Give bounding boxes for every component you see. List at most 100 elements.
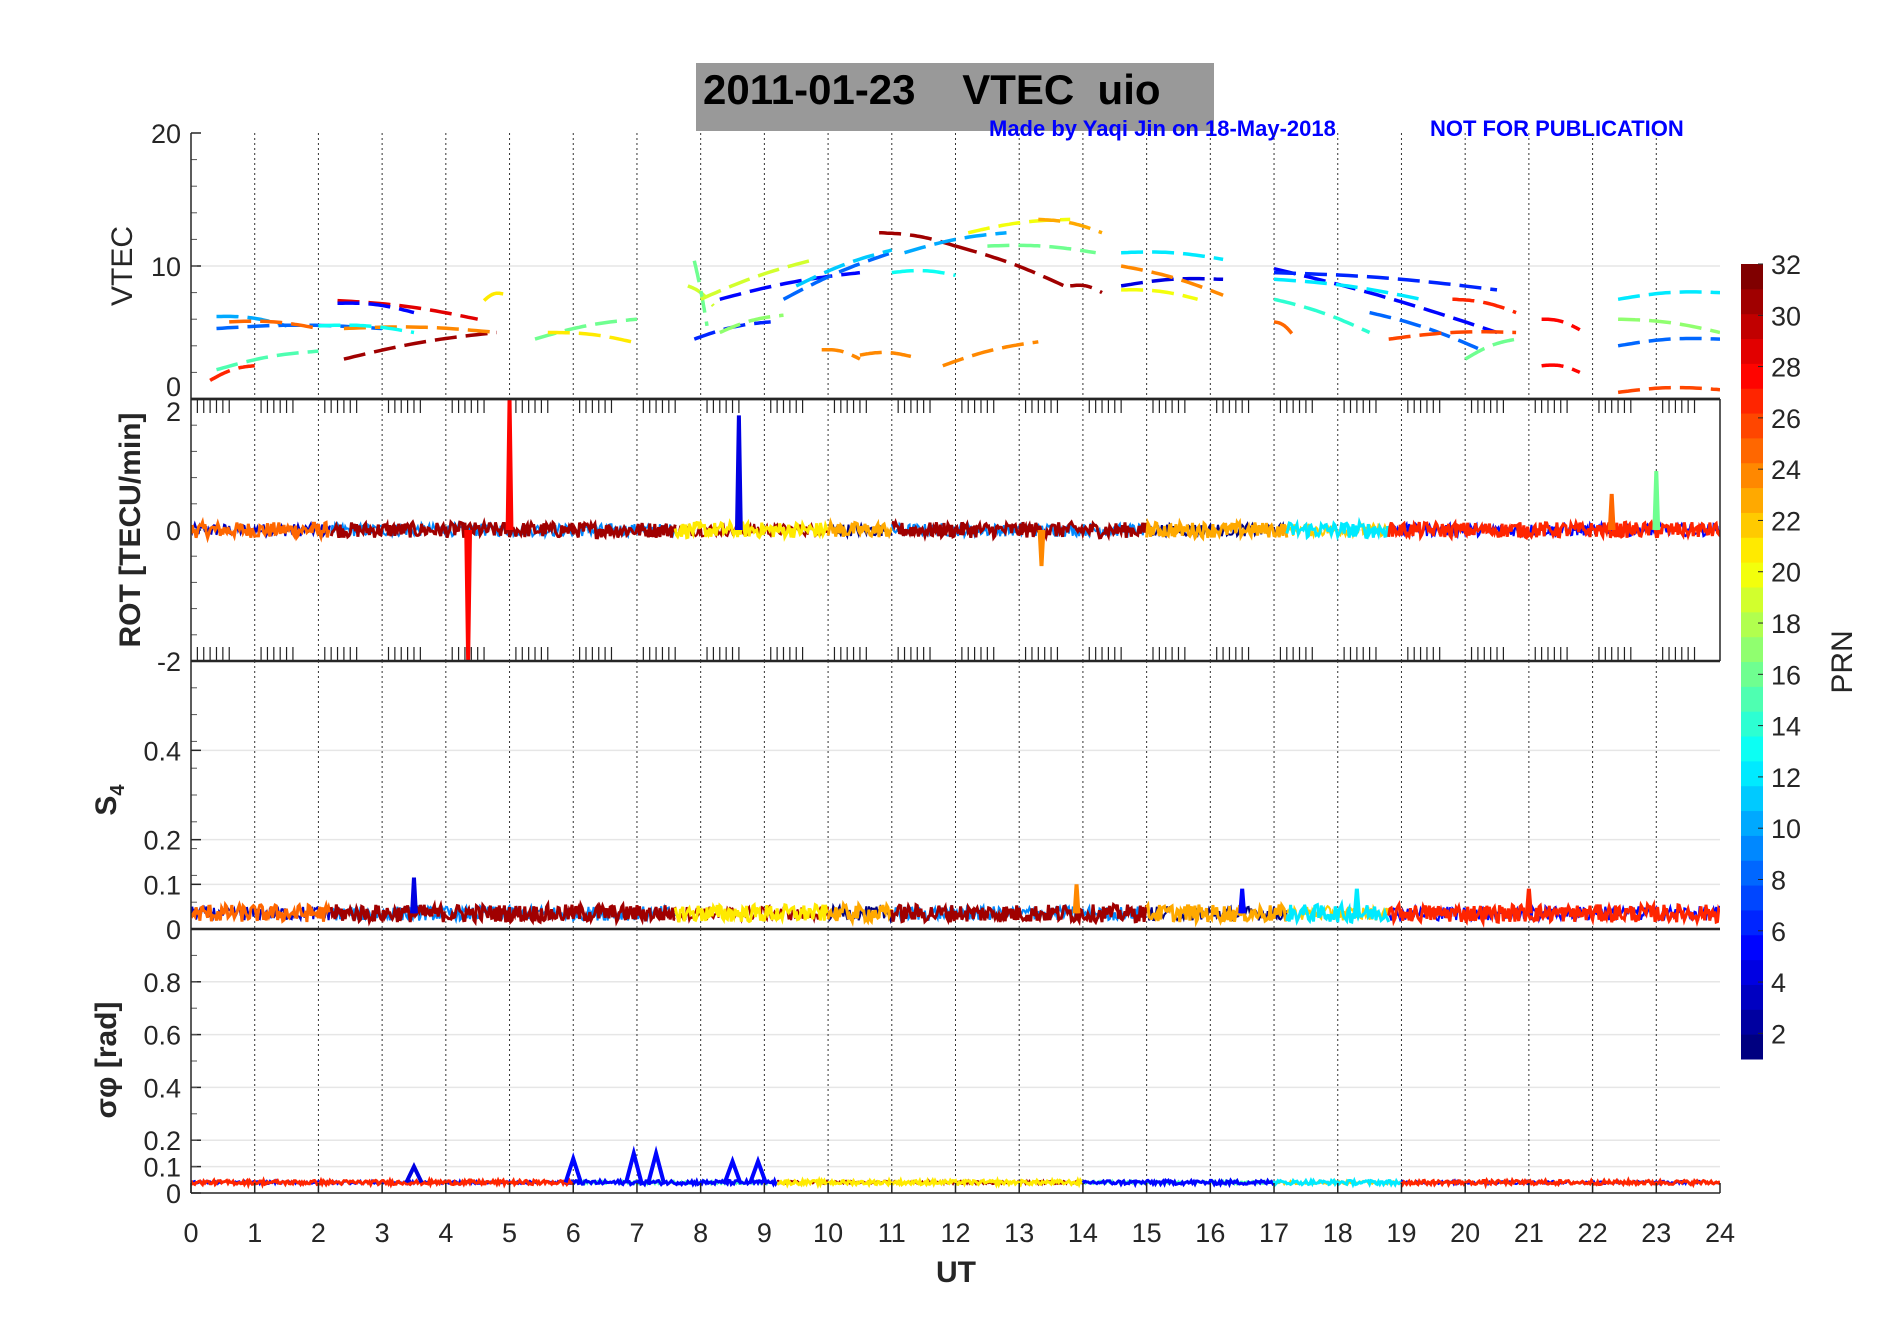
vtec-arc-prn13	[318, 323, 415, 335]
colorbar-band-prn30	[1741, 313, 1763, 340]
vtec-arc-prn25	[1273, 320, 1295, 337]
series-prn5	[1081, 1177, 1276, 1189]
colorbar-tick-label: 2	[1771, 1019, 1786, 1049]
vtec-arc-prn16	[1464, 337, 1517, 361]
spike-prn24	[1037, 529, 1046, 567]
vtec-arc-prn27	[1452, 297, 1517, 315]
y-tick-label: 0.2	[143, 826, 181, 856]
y-tick-label: 0.4	[143, 1073, 181, 1103]
vtec-arc-prn19	[699, 257, 816, 301]
colorbar-tick-label: 20	[1771, 558, 1801, 588]
vtec-arc-prn16	[692, 260, 709, 327]
vtec-arc-prn12	[1121, 250, 1224, 262]
colorbar-tick-label: 6	[1771, 917, 1786, 947]
colorbar-band-prn1	[1741, 1034, 1763, 1060]
spike-prn16	[1652, 470, 1661, 531]
vtec-arc-prn24	[343, 325, 497, 335]
x-tick-label: 8	[693, 1218, 708, 1248]
vtec-arc-prn8	[782, 251, 893, 301]
series-prn23	[826, 517, 894, 540]
colorbar-band-prn12	[1741, 760, 1763, 787]
spike-prn5	[646, 1145, 666, 1183]
colorbar-band-prn22	[1741, 512, 1763, 538]
spike-prn27	[1524, 888, 1533, 914]
x-tick-label: 16	[1195, 1218, 1225, 1248]
vtec-arc-prn28	[1541, 317, 1581, 332]
chart-title: 2011-01-23 VTEC uio	[703, 66, 1161, 113]
x-tick-label: 21	[1514, 1218, 1544, 1248]
x-tick-label: 10	[813, 1218, 843, 1248]
colorbar-band-prn29	[1741, 338, 1763, 364]
colorbar-band-prn20	[1741, 562, 1763, 588]
vtec-arc-prn21	[547, 330, 638, 345]
colorbar-tick-label: 18	[1771, 609, 1801, 639]
watermark-author: Made by Yaqi Jin on 18-May-2018	[989, 116, 1336, 141]
colorbar-band-prn18	[1741, 611, 1763, 638]
vtec-arc-prn17	[1618, 317, 1720, 335]
series-prn12	[1285, 898, 1391, 926]
colorbar-band-prn3	[1741, 984, 1763, 1010]
series-prn27	[1400, 1176, 1720, 1190]
series-prn25	[191, 516, 331, 544]
x-tick-label: 11	[878, 1218, 906, 1248]
y-tick-label: 0.4	[143, 736, 181, 766]
x-tick-label: 1	[247, 1218, 262, 1248]
spike-prn5	[563, 1152, 583, 1184]
spike-prn12	[1352, 888, 1361, 914]
x-tick-label: 3	[375, 1218, 390, 1248]
series-prn23	[1145, 517, 1289, 542]
y-tick-label: 0.1	[143, 870, 181, 900]
colorbar-tick-label: 30	[1771, 301, 1801, 331]
x-tick-label: 5	[502, 1218, 517, 1248]
y-tick-label: 0.1	[143, 1153, 181, 1183]
vtec-arc-prn24	[859, 350, 912, 359]
colorbar-tick-label: 16	[1771, 660, 1801, 690]
x-tick-label: 0	[183, 1218, 198, 1248]
spike-prn28	[505, 398, 514, 531]
vtec-arc-prn26	[1388, 330, 1517, 341]
colorbar-tick-label: 24	[1771, 455, 1801, 485]
colorbar-band-prn16	[1741, 661, 1763, 687]
spike-prn5	[624, 1145, 644, 1183]
data-layer	[209, 217, 1720, 395]
vtec-arc-prn12	[1273, 277, 1421, 302]
vtec-arc-prn5	[1273, 266, 1498, 335]
y-label-sigma-phi: σφ [rad]	[90, 1002, 123, 1119]
spike-prn5	[1238, 888, 1247, 914]
y-tick-label: 0	[166, 372, 181, 402]
colorbar-band-prn15	[1741, 686, 1763, 712]
series-prn21	[673, 902, 829, 925]
series-prn23	[826, 899, 894, 928]
colorbar-band-prn25	[1741, 437, 1763, 464]
colorbar-band-prn28	[1741, 363, 1763, 389]
colorbar-band-prn26	[1741, 413, 1763, 439]
vtec-arc-prn29	[337, 298, 479, 321]
series-prn12	[1285, 516, 1391, 541]
spike-prn24	[1072, 884, 1081, 914]
vtec-arc-prn5	[337, 301, 415, 315]
y-tick-label: 10	[151, 252, 181, 282]
series-prn31	[329, 899, 676, 927]
x-tick-label: 20	[1450, 1218, 1480, 1248]
series-prn21	[776, 1175, 1084, 1190]
panel-vtec: 0 10 20	[151, 119, 1720, 402]
data-layer	[191, 1145, 1720, 1190]
x-tick-label: 19	[1386, 1218, 1416, 1248]
series-prn25	[191, 899, 332, 924]
colorbar-band-prn8	[1741, 860, 1763, 886]
vtec-arc-prn16	[534, 317, 638, 341]
x-tick-label: 17	[1259, 1218, 1289, 1248]
colorbar-band-prn4	[1741, 959, 1763, 985]
x-tick-label: 18	[1323, 1218, 1353, 1248]
panel-s4: 0 0.1 0.2 0.4	[143, 661, 1720, 945]
panel-rot: -2 0 2	[157, 397, 1721, 677]
vtec-arc-prn26	[1617, 385, 1720, 395]
colorbar-band-prn17	[1741, 636, 1763, 662]
panel-sigma: 00.10.2 0.4 0.6 0.8	[143, 929, 1720, 1209]
colorbar-band-prn11	[1741, 785, 1763, 812]
colorbar-band-prn32	[1741, 264, 1763, 290]
vtec-arc-prn24	[1120, 264, 1224, 297]
spike-prn4	[734, 415, 743, 531]
x-tick-label: 15	[1132, 1218, 1162, 1248]
colorbar-tick-label: 14	[1771, 712, 1801, 742]
